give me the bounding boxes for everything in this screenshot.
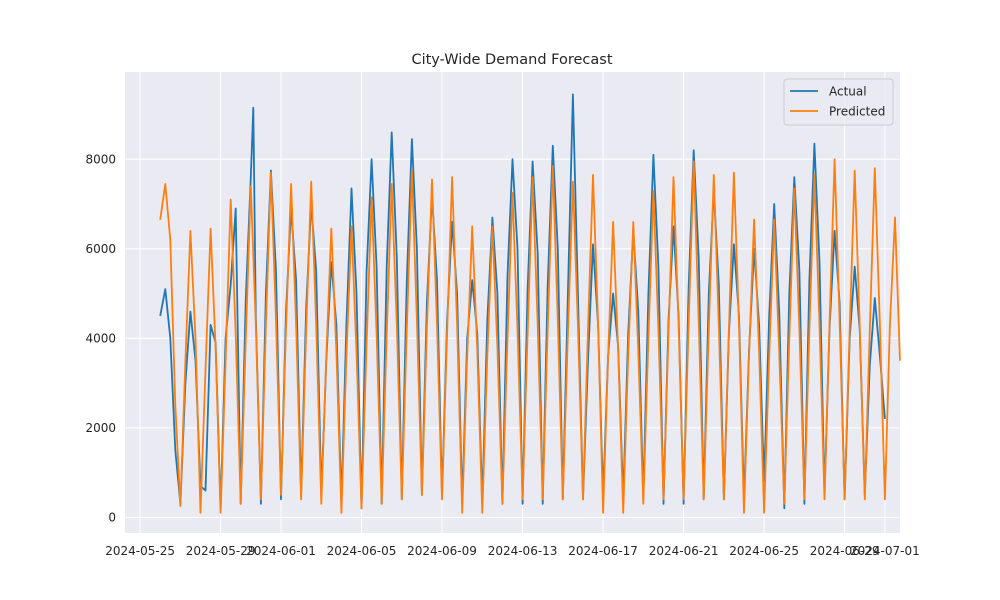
x-tick-label-2024-06-01: 2024-06-01 <box>246 544 316 558</box>
y-tick-label-2000: 2000 <box>85 421 116 435</box>
y-tick-label-0: 0 <box>108 510 116 524</box>
series-line-predicted <box>159 158 901 514</box>
x-tick-label-2024-05-29: 2024-05-29 <box>186 544 256 558</box>
legend: Actual Predicted <box>783 78 894 126</box>
x-tick-label-2024-06-09: 2024-06-09 <box>407 544 477 558</box>
y-tick-label-8000: 8000 <box>85 152 116 166</box>
y-tick-label-6000: 6000 <box>85 242 116 256</box>
y-tick-label-4000: 4000 <box>85 331 116 345</box>
legend-label-actual: Actual <box>829 85 867 99</box>
x-tick-label-2024-06-25: 2024-06-25 <box>729 544 799 558</box>
x-tick-label-2024-06-21: 2024-06-21 <box>649 544 719 558</box>
series-line-actual <box>159 93 886 510</box>
series-lines <box>159 93 901 514</box>
x-tick-label-2024-05-25: 2024-05-25 <box>105 544 175 558</box>
chart-title: City-Wide Demand Forecast <box>411 52 612 68</box>
x-tick-label-2024-06-17: 2024-06-17 <box>568 544 638 558</box>
x-tick-label-2024-06-29: 2024-06-29 <box>810 544 880 558</box>
x-tick-label-2024-06-05: 2024-06-05 <box>327 544 397 558</box>
x-tick-label-2024-07-01: 2024-07-01 <box>850 544 920 558</box>
legend-label-predicted: Predicted <box>829 105 885 119</box>
x-tick-label-2024-06-13: 2024-06-13 <box>488 544 558 558</box>
